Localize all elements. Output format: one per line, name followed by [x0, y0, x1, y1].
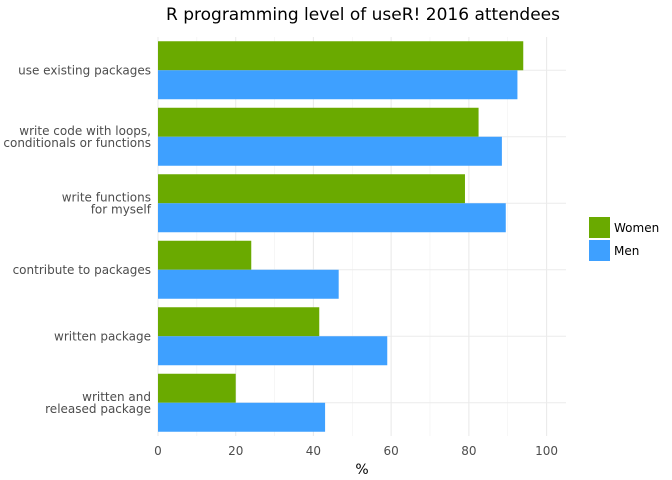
y-tick-label: write code with loops, [19, 124, 151, 138]
chart-title: R programming level of useR! 2016 attend… [166, 5, 560, 25]
legend-swatch-women [589, 217, 610, 238]
y-tick-label: use existing packages [18, 63, 151, 77]
x-tick-label: 40 [306, 444, 321, 458]
legend-swatch-men [589, 240, 610, 261]
bar-women-5 [158, 307, 320, 337]
bar-men-3 [158, 203, 506, 233]
x-tick-label: 60 [384, 444, 399, 458]
x-tick-label: 80 [461, 444, 476, 458]
legend-label-women: Women [614, 221, 659, 235]
axes: 0 20 40 60 80 100 use existing packages write c… [3, 63, 558, 458]
bar-women-3 [158, 174, 465, 204]
y-tick-label: conditionals or functions [3, 136, 151, 150]
x-tick-label: 0 [154, 444, 162, 458]
bar-women-6 [158, 373, 236, 403]
legend-label-men: Men [614, 244, 639, 258]
x-tick-label: 100 [535, 444, 558, 458]
y-tick-label: written and [82, 390, 151, 404]
bar-women-2 [158, 107, 479, 137]
y-tick-label: write functions [62, 190, 151, 204]
x-axis-title: % [355, 462, 368, 478]
bar-men-1 [158, 70, 518, 100]
legend[interactable]: Women Men [589, 217, 659, 261]
y-tick-label: released package [45, 402, 151, 416]
bar-men-4 [158, 269, 339, 299]
bars [158, 41, 524, 432]
bar-women-4 [158, 240, 252, 270]
y-tick-label: contribute to packages [13, 263, 151, 277]
bar-men-5 [158, 336, 388, 366]
bar-men-6 [158, 402, 326, 432]
y-tick-label: for myself [91, 202, 152, 216]
y-tick-label: written package [54, 329, 151, 343]
x-tick-label: 20 [228, 444, 243, 458]
bar-men-2 [158, 136, 502, 166]
bar-women-1 [158, 41, 524, 71]
